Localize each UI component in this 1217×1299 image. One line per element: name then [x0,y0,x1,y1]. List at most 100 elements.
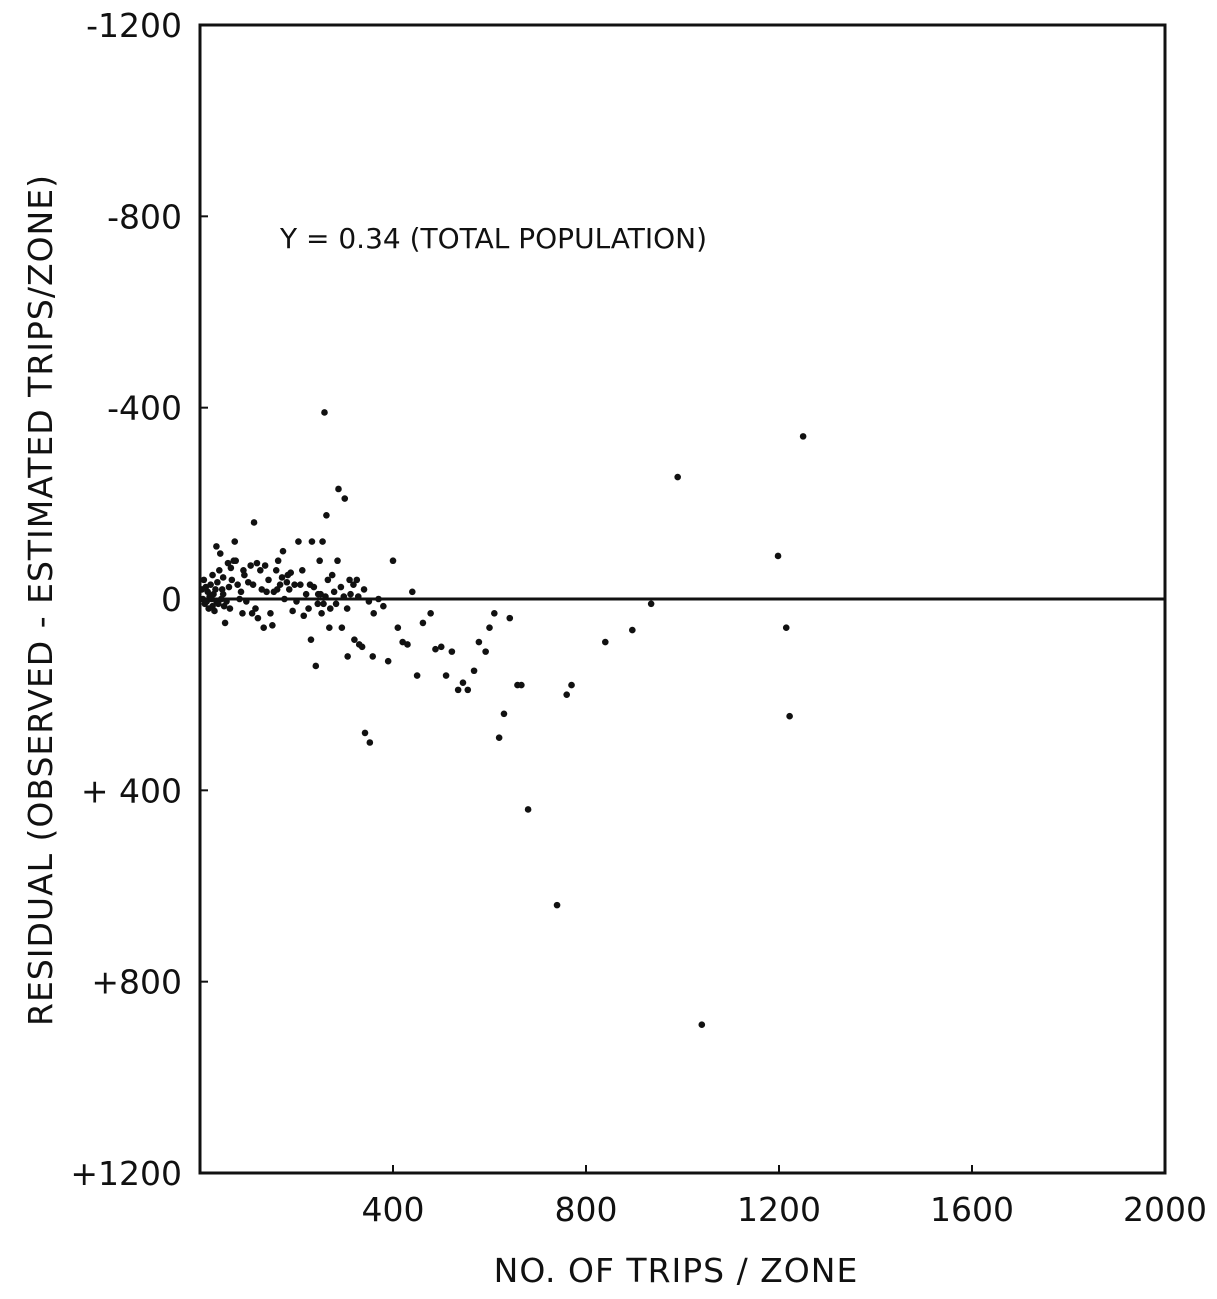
data-point [212,586,219,593]
y-tick-label: 0 [161,580,182,619]
data-point [310,583,318,591]
data-point [647,600,655,608]
data-point [281,595,288,603]
data-point [432,645,439,653]
data-point [254,614,262,622]
data-point [324,576,332,584]
data-point [353,576,361,584]
data-point [448,648,456,655]
data-point [224,559,232,567]
data-point [200,576,208,584]
data-point [305,605,312,612]
data-point [360,586,368,593]
y-tick-label: -800 [107,197,182,236]
data-point [239,610,246,617]
data-point [330,588,338,596]
data-point [216,550,224,557]
data-point [344,653,351,660]
data-point [326,624,333,631]
data-point [215,600,222,608]
data-point [312,662,320,670]
data-point [297,581,304,588]
data-point [207,581,214,588]
data-point [225,583,233,591]
data-point [799,433,807,440]
data-point [361,729,369,737]
data-point [295,538,302,545]
data-point [346,576,353,584]
data-point [267,610,274,617]
data-point [380,602,387,610]
data-point [351,636,358,643]
data-point [211,607,218,615]
data-point [308,538,316,545]
x-tick-label: 2000 [1123,1190,1207,1229]
data-point [261,562,269,569]
data-point [491,610,498,617]
y-tick-label: +1200 [70,1154,182,1193]
data-point [243,598,250,605]
data-point [354,593,362,600]
data-point [629,626,636,634]
data-point [316,557,323,565]
data-point [782,624,790,631]
data-point [250,519,258,526]
data-points [198,409,807,1029]
data-point [698,1021,706,1029]
data-point [298,567,306,574]
data-point [252,605,259,612]
data-point [241,571,248,579]
data-point [278,574,286,581]
data-point [409,588,416,596]
data-point [486,624,493,631]
data-point [221,619,229,627]
data-point [495,734,503,742]
data-point [302,590,310,598]
data-point [459,679,467,687]
data-point [384,657,392,665]
data-point [248,610,256,617]
y-axis-ticks: -1200 -800 -400 0 + 400 +800 +1200 [70,6,208,1193]
data-point [366,739,374,746]
data-point [272,567,280,574]
data-point [389,557,397,565]
data-point [269,622,276,629]
data-point [285,586,293,593]
data-point [209,571,216,579]
data-point [216,567,223,574]
x-tick-label: 1600 [930,1190,1014,1229]
data-point [236,595,243,603]
data-point [358,643,366,651]
data-point [518,681,525,689]
data-point [319,538,326,545]
y-tick-label: -1200 [86,6,182,45]
data-point [263,588,270,596]
data-point [553,901,561,909]
data-point [227,564,235,572]
data-point [283,578,291,586]
x-tick-label: 800 [555,1190,618,1229]
data-point [370,610,378,617]
data-point [320,600,327,608]
data-point [365,598,373,605]
y-axis-title: RESIDUAL (OBSERVED - ESTIMATED TRIPS/ZON… [21,174,60,1026]
data-point [413,672,421,679]
data-point [442,672,450,679]
x-axis-ticks: 400 800 1200 1600 2000 [362,1165,1207,1229]
data-point [234,581,241,588]
data-point [326,605,334,612]
data-point [482,648,489,655]
data-point [568,681,575,689]
data-point [214,578,221,586]
data-point [369,653,377,660]
data-point [437,643,445,651]
data-point [332,600,340,608]
data-point [300,612,308,620]
data-point [279,547,287,555]
x-axis-title: NO. OF TRIPS / ZONE [494,1251,859,1290]
data-point [213,543,220,550]
data-point [347,590,354,598]
data-point [343,605,351,612]
data-point [375,595,382,603]
